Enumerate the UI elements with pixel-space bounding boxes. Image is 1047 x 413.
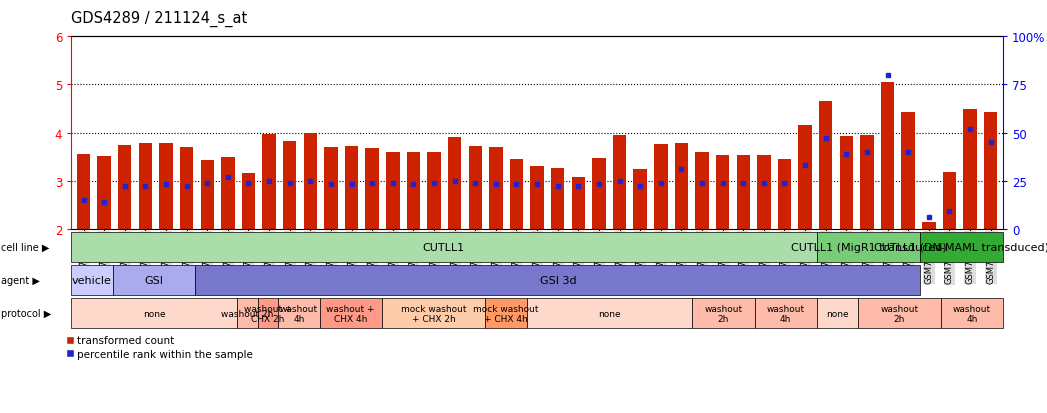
Text: washout
2h: washout 2h [705,304,742,323]
Text: washout
4h: washout 4h [280,304,318,323]
Bar [716,155,730,229]
Bar [118,145,132,229]
Text: washout +
CHX 4h: washout + CHX 4h [327,304,375,323]
Bar [861,135,873,229]
Text: GSI: GSI [144,275,163,285]
Bar [97,156,111,229]
Bar [757,155,771,229]
Bar [819,102,832,229]
Bar [304,134,317,229]
Text: agent ▶: agent ▶ [1,275,40,285]
Bar [427,152,441,229]
Bar [263,135,275,229]
Text: washout
4h: washout 4h [953,304,992,323]
Text: washout +
CHX 2h: washout + CHX 2h [244,304,292,323]
Bar [963,110,977,229]
Bar [448,138,462,229]
Bar [510,160,524,229]
Bar [283,141,296,229]
Text: protocol ▶: protocol ▶ [1,309,51,318]
Bar [365,149,379,229]
Text: washout
2h: washout 2h [881,304,918,323]
Bar [778,160,792,229]
Text: washout 2h: washout 2h [221,309,273,318]
Text: none: none [598,309,621,318]
Bar [695,152,709,229]
Bar [984,113,998,229]
Bar [386,152,400,229]
Bar [942,173,956,229]
Bar [180,147,194,229]
Bar [159,144,173,229]
Bar [242,174,255,229]
Text: none: none [826,309,849,318]
Text: GSI 3d: GSI 3d [539,275,576,285]
Bar [221,158,235,229]
Bar [593,158,605,229]
Text: CUTLL1: CUTLL1 [423,242,465,252]
Bar [840,137,853,229]
Bar [654,145,668,229]
Text: none: none [142,309,165,318]
Bar [633,170,647,229]
Bar [901,113,915,229]
Legend: transformed count, percentile rank within the sample: transformed count, percentile rank withi… [66,336,253,358]
Bar [531,167,543,229]
Bar [572,178,585,229]
Bar [201,161,214,229]
Text: GDS4289 / 211124_s_at: GDS4289 / 211124_s_at [71,10,247,26]
Bar [674,144,688,229]
Text: washout
4h: washout 4h [766,304,805,323]
Text: CUTLL1 (MigR1 transduced): CUTLL1 (MigR1 transduced) [790,242,946,252]
Bar [612,136,626,229]
Bar [406,152,420,229]
Text: vehicle: vehicle [72,275,112,285]
Bar [76,155,90,229]
Text: cell line ▶: cell line ▶ [1,242,49,252]
Bar [881,83,894,229]
Text: mock washout
+ CHX 2h: mock washout + CHX 2h [401,304,466,323]
Bar [922,222,936,229]
Bar [138,144,152,229]
Bar [489,147,503,229]
Bar [344,147,358,229]
Text: mock washout
+ CHX 4h: mock washout + CHX 4h [473,304,539,323]
Text: CUTLL1 (DN-MAML transduced): CUTLL1 (DN-MAML transduced) [874,242,1047,252]
Bar [737,155,750,229]
Bar [325,147,337,229]
Bar [469,147,482,229]
Bar [799,126,811,229]
Bar [551,168,564,229]
